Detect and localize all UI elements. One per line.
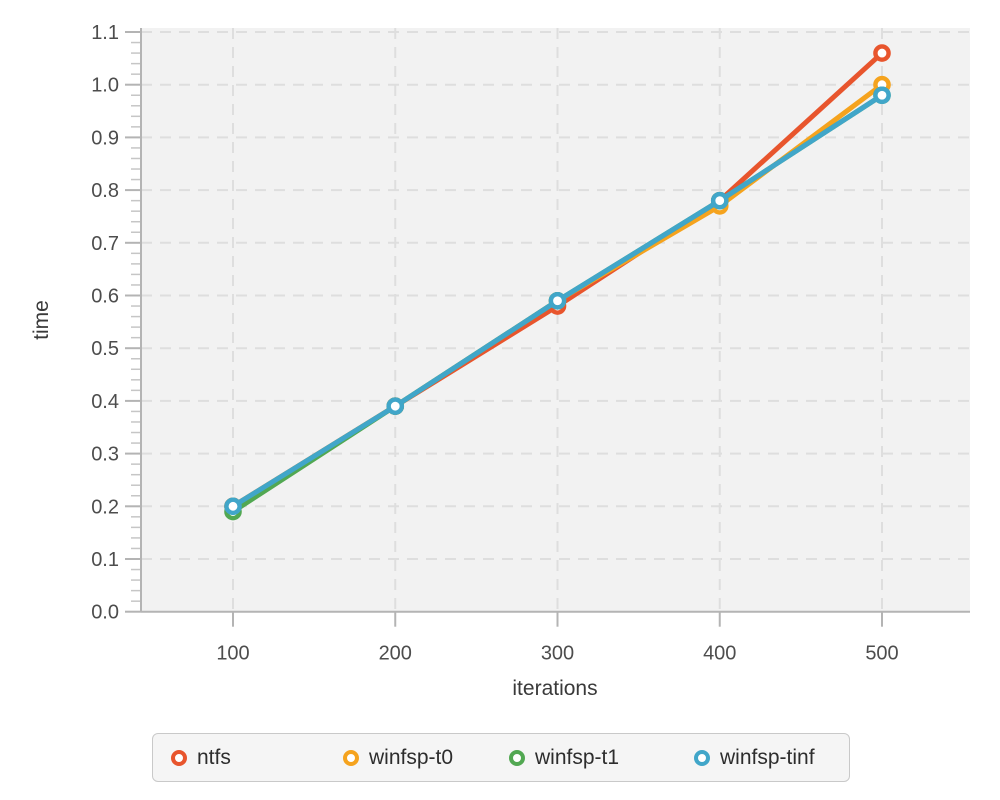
legend-label-ntfs: ntfs [197, 745, 231, 769]
x-axis-title: iterations [512, 677, 598, 700]
line-chart: 0.0 0.1 0.2 0.3 0.4 0.5 0.6 0.7 0.8 0.9 1.0 1.1 100 2… [91, 22, 970, 665]
marker-winfsp-tinf [386, 397, 405, 415]
x-tick-label: 200 [379, 643, 412, 665]
legend-label-winfsp-t1: winfsp-t1 [535, 745, 620, 769]
legend: ntfs winfsp-t0 winfsp-t1 winfsp-tinf [152, 733, 850, 782]
y-tick-label: 0.8 [91, 180, 119, 202]
marker-winfsp-tinf [224, 497, 242, 516]
marker-winfsp-tinf [710, 191, 729, 210]
marker-ntfs [873, 44, 891, 62]
y-tick-label: 0.1 [91, 549, 119, 571]
y-tick-label: 0.9 [91, 127, 119, 149]
y-tick-label: 1.0 [91, 75, 119, 97]
y-tick-label: 0.7 [91, 233, 119, 255]
x-tick-label: 500 [865, 643, 898, 665]
legend-marker-winfsp-tinf-icon [694, 749, 710, 766]
legend-marker-winfsp-t0-icon [343, 749, 359, 766]
y-tick-label: 0.3 [91, 444, 119, 466]
y-tick-label: 0.6 [91, 286, 119, 308]
legend-item-winfsp-t1: winfsp-t1 [509, 746, 619, 770]
y-axis-title: time [30, 300, 53, 340]
y-tick-label: 0.5 [91, 338, 119, 360]
legend-item-winfsp-t0: winfsp-t0 [343, 746, 453, 770]
y-tick-label: 1.1 [91, 22, 119, 44]
x-tick-label: 100 [216, 643, 249, 665]
legend-marker-ntfs-icon [171, 749, 187, 766]
marker-winfsp-tinf [548, 291, 567, 310]
y-tick-label: 0.4 [91, 391, 119, 413]
legend-item-ntfs: ntfs [171, 746, 231, 770]
y-tick-label: 0.2 [91, 496, 119, 518]
x-tick-label: 400 [703, 643, 736, 665]
y-tick-label: 0.0 [91, 602, 119, 624]
legend-label-winfsp-t0: winfsp-t0 [369, 745, 454, 769]
legend-label-winfsp-tinf: winfsp-tinf [720, 745, 815, 769]
plot-background [141, 28, 970, 612]
marker-winfsp-tinf [873, 86, 891, 105]
legend-marker-winfsp-t1-icon [509, 749, 525, 766]
legend-item-winfsp-tinf: winfsp-tinf [694, 746, 815, 770]
x-tick-label: 300 [541, 643, 574, 665]
